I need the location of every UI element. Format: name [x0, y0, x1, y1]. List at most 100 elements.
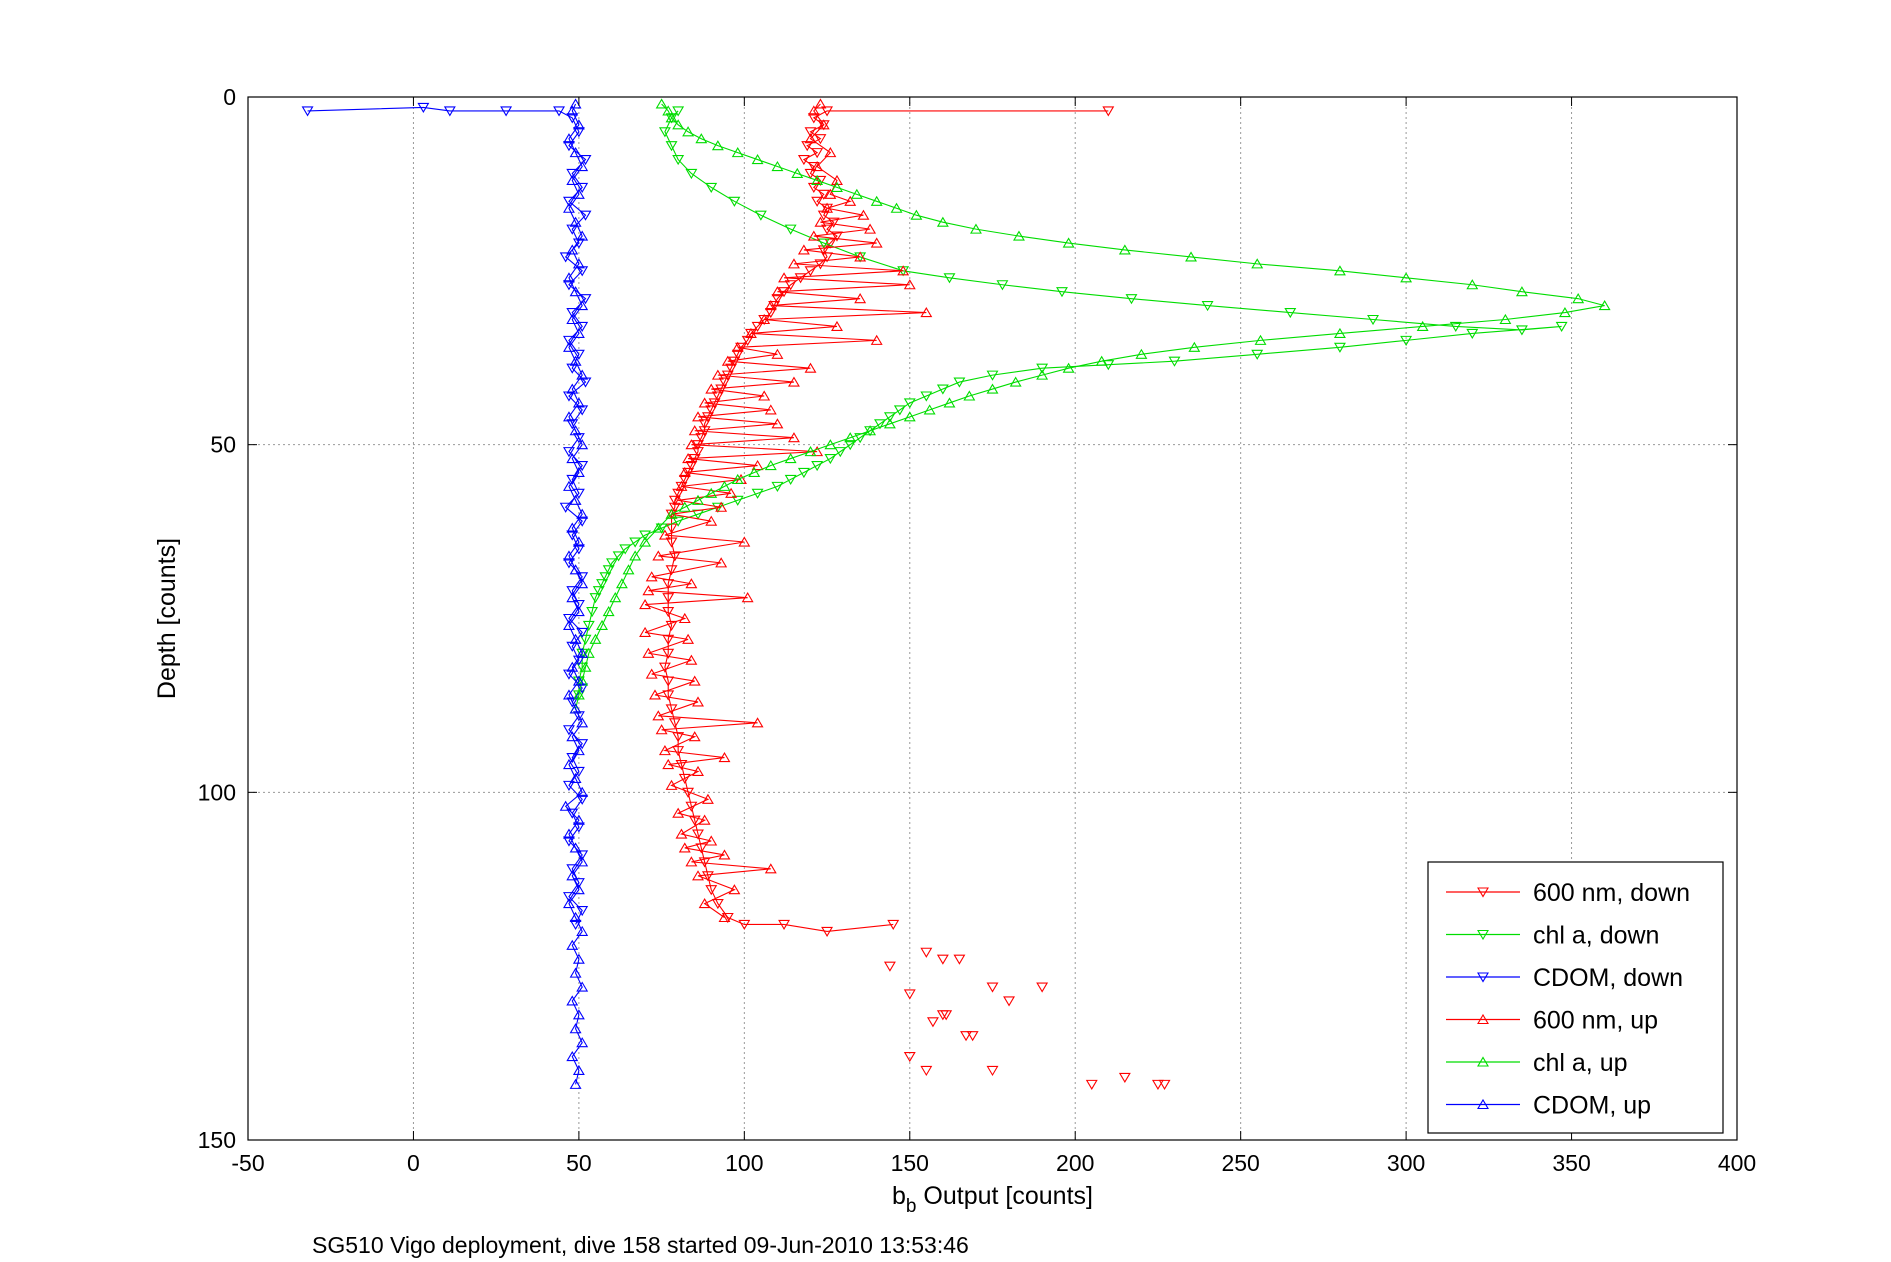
data-point: [566, 105, 579, 116]
data-point: [920, 947, 933, 958]
data-point: [662, 593, 675, 604]
data-point: [572, 397, 585, 408]
data-point: [569, 911, 582, 923]
data-point: [566, 939, 579, 950]
data-point: [870, 237, 883, 248]
data-point: [685, 460, 698, 472]
data-point: [966, 1031, 979, 1042]
data-point: [887, 919, 900, 931]
data-point: [788, 258, 800, 269]
x-tick-label: 150: [891, 1150, 929, 1176]
data-point: [566, 308, 579, 319]
data-point: [566, 530, 579, 541]
data-point: [771, 481, 784, 492]
data-point: [563, 550, 575, 561]
data-point: [926, 1017, 939, 1028]
data-point: [920, 1065, 933, 1077]
data-point: [821, 224, 834, 235]
data-point: [844, 440, 857, 451]
data-point: [936, 216, 949, 227]
data-point: [903, 1052, 916, 1063]
data-point: [814, 98, 827, 109]
data-point: [665, 112, 678, 123]
data-point: [814, 259, 827, 270]
data-point: [566, 641, 579, 652]
data-point: [721, 355, 734, 366]
data-point: [744, 327, 757, 338]
data-point: [705, 835, 718, 846]
data-point: [754, 210, 767, 221]
data-point: [764, 404, 777, 415]
data-point: [301, 106, 314, 117]
data-point: [864, 425, 877, 436]
data-point: [731, 341, 744, 352]
data-point: [824, 238, 837, 249]
data-point: [698, 814, 711, 825]
data-point: [576, 856, 589, 867]
data-point: [738, 536, 751, 547]
data-point: [804, 133, 817, 144]
data-point: [688, 425, 701, 436]
data-point: [566, 1050, 579, 1062]
data-point: [771, 348, 784, 359]
x-axis-label-subscript: b: [906, 1196, 917, 1217]
data-point: [682, 633, 695, 644]
data-point: [1333, 342, 1346, 353]
legend-marker: [1477, 972, 1489, 983]
data-point: [920, 306, 933, 318]
data-point: [563, 202, 575, 213]
data-point: [662, 758, 675, 770]
data-point: [817, 238, 830, 249]
data-point: [569, 494, 582, 505]
data-point: [923, 404, 936, 415]
data-point: [589, 593, 602, 604]
data-point: [1158, 1079, 1171, 1090]
data-point: [784, 474, 797, 486]
series-2: [301, 102, 592, 931]
data-point: [903, 411, 916, 422]
data-point: [566, 174, 579, 185]
data-point: [563, 133, 575, 144]
data-point: [698, 419, 711, 430]
data-point: [807, 182, 820, 193]
data-point: [569, 1078, 582, 1089]
data-point: [778, 919, 791, 931]
data-point: [576, 647, 589, 658]
data-point: [771, 160, 784, 172]
data-point: [678, 501, 691, 512]
data-point: [718, 480, 731, 491]
data-point: [695, 433, 708, 444]
data-point: [688, 675, 701, 686]
data-point: [1558, 306, 1571, 318]
data-point: [883, 418, 896, 429]
data-point: [572, 745, 585, 756]
data-point: [701, 793, 714, 804]
data-point: [738, 919, 751, 931]
x-tick-label: 350: [1552, 1150, 1590, 1176]
data-point: [566, 697, 579, 708]
data-point: [1284, 308, 1297, 319]
data-point: [572, 127, 585, 138]
data-point: [804, 266, 817, 277]
data-point: [1251, 258, 1264, 269]
data-point: [1013, 230, 1025, 241]
data-point: [758, 313, 771, 325]
series-6: [883, 947, 1171, 1090]
data-point: [658, 127, 671, 138]
data-point: [728, 196, 741, 207]
data-point: [572, 605, 585, 617]
data-point: [572, 466, 585, 478]
data-point: [619, 544, 632, 555]
legend-marker: [1477, 1098, 1489, 1110]
data-point: [705, 383, 718, 394]
data-point: [682, 452, 695, 464]
data-point: [566, 474, 579, 486]
data-point: [639, 626, 652, 637]
data-point: [688, 731, 701, 742]
data-point: [854, 251, 867, 262]
data-point: [566, 995, 579, 1006]
data-point: [678, 474, 691, 486]
data-point: [563, 447, 575, 458]
data-point: [963, 390, 976, 401]
data-point: [801, 141, 814, 152]
